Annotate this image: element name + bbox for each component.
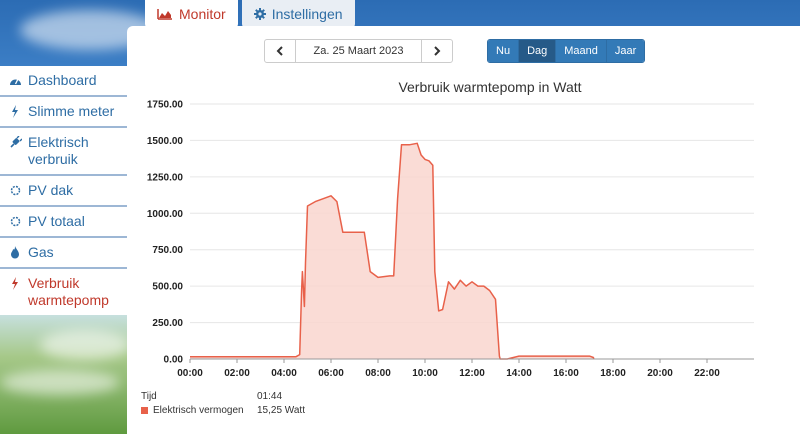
x-tick-label: 16:00 (553, 368, 579, 379)
sidebar-item-pv-totaal[interactable]: PV totaal (0, 207, 127, 238)
tooltip-series-label: Elektrisch vermogen (153, 404, 244, 416)
tachometer-icon (8, 72, 22, 89)
gear-icon (253, 8, 266, 20)
sidebar-item-label: Verbruik warmtepomp (28, 275, 109, 308)
series-area (190, 143, 594, 359)
prev-day-button[interactable] (265, 40, 295, 62)
x-tick-label: 06:00 (318, 368, 344, 379)
plug-icon (8, 134, 22, 151)
tab-label: Instellingen (271, 6, 343, 22)
tab-monitor[interactable]: Monitor (145, 0, 238, 28)
sidebar-item-elektrisch-verbruik[interactable]: Elektrisch verbruik (0, 128, 127, 176)
tab-label: Monitor (179, 6, 226, 22)
tab-instellingen[interactable]: Instellingen (241, 0, 355, 28)
x-tick-label: 08:00 (365, 368, 391, 379)
period-selector: Nu Dag Maand Jaar (487, 39, 646, 63)
sidebar-item-pv-dak[interactable]: PV dak (0, 176, 127, 207)
area-chart-icon (157, 8, 173, 20)
y-tick-label: 0.00 (164, 355, 184, 366)
y-tick-label: 1250.00 (147, 172, 184, 183)
sidebar-item-label: Gas (28, 244, 54, 260)
y-tick-label: 1000.00 (147, 209, 184, 220)
sidebar-item-label: Slimme meter (28, 103, 115, 119)
period-nu-button[interactable]: Nu (488, 40, 520, 62)
sun-icon (8, 213, 22, 230)
top-tabs: Monitor Instellingen (145, 0, 355, 28)
y-tick-label: 250.00 (152, 318, 183, 329)
y-tick-label: 750.00 (152, 245, 183, 256)
bolt-icon (8, 103, 22, 120)
x-tick-label: 04:00 (271, 368, 297, 379)
chart-title: Verbruik warmtepomp in Watt (398, 79, 581, 95)
y-tick-label: 500.00 (152, 282, 183, 293)
chevron-right-icon (433, 43, 441, 59)
flame-icon (8, 244, 22, 261)
x-tick-label: 20:00 (647, 368, 673, 379)
series-swatch (141, 406, 148, 414)
sidebar-item-gas[interactable]: Gas (0, 238, 127, 269)
y-tick-label: 1500.00 (147, 136, 184, 147)
x-tick-label: 22:00 (694, 368, 720, 379)
sidebar-item-label: Dashboard (28, 72, 97, 88)
date-navigator: Za. 25 Maart 2023 (264, 39, 453, 63)
x-tick-label: 12:00 (459, 368, 485, 379)
sidebar-item-verbruik-warmtepomp[interactable]: Verbruik warmtepomp (0, 269, 127, 315)
period-jaar-button[interactable]: Jaar (606, 40, 645, 62)
sidebar-item-slimme-meter[interactable]: Slimme meter (0, 97, 127, 128)
sidebar-item-label: PV dak (28, 182, 74, 198)
x-tick-label: 00:00 (177, 368, 203, 379)
x-tick-label: 10:00 (412, 368, 438, 379)
sidebar-item-label: Elektrisch verbruik (28, 134, 89, 167)
bolt-icon (8, 275, 22, 292)
next-day-button[interactable] (422, 40, 452, 62)
sidebar-item-dashboard[interactable]: Dashboard (0, 66, 127, 97)
tooltip-series-value: 15,25 Watt (257, 404, 305, 416)
x-tick-label: 14:00 (506, 368, 532, 379)
sidebar-item-label: PV totaal (28, 213, 85, 229)
y-tick-label: 1750.00 (147, 100, 184, 111)
sidebar: Dashboard Slimme meter Elektrisch verbru… (0, 66, 127, 315)
period-dag-button[interactable]: Dag (519, 40, 557, 62)
x-tick-label: 18:00 (600, 368, 626, 379)
period-maand-button[interactable]: Maand (556, 40, 607, 62)
chevron-left-icon (276, 43, 284, 59)
main-panel: Za. 25 Maart 2023 Nu Dag Maand Jaar Verb… (127, 26, 800, 434)
tooltip-time-label: Tijd (141, 390, 157, 402)
x-tick-label: 02:00 (224, 368, 250, 379)
current-date[interactable]: Za. 25 Maart 2023 (295, 40, 422, 62)
chart-tooltip: Tijd 01:44 Elektrisch vermogen 15,25 Wat… (141, 389, 305, 417)
power-chart[interactable]: Verbruik warmtepomp in Watt 0.00 250.00 500… (127, 26, 800, 434)
tooltip-time-value: 01:44 (257, 390, 283, 402)
sun-icon (8, 182, 22, 199)
